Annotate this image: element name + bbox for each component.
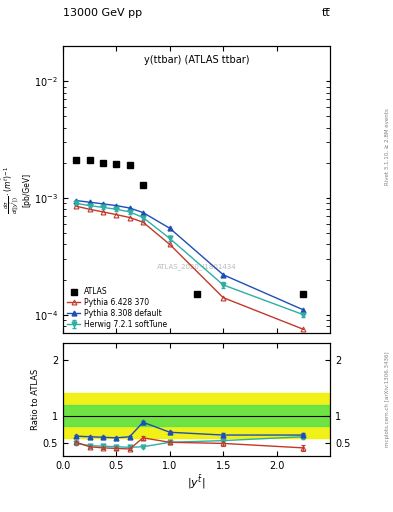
Pythia 8.308 default: [167, 225, 172, 231]
ATLAS: [74, 157, 79, 163]
Pythia 8.308 default: [141, 209, 145, 216]
Pythia 6.428 370: [114, 211, 119, 218]
Text: y(ttbar) (ATLAS ttbar): y(ttbar) (ATLAS ttbar): [144, 55, 249, 65]
ATLAS: [101, 160, 105, 166]
Pythia 6.428 370: [101, 209, 105, 215]
Pythia 8.308 default: [301, 307, 306, 313]
Y-axis label: $\frac{d\sigma}{d(|y^{\bar{t}}|)} \cdot (m^{\bar{t}})^{-1}$
[pb/GeV]: $\frac{d\sigma}{d(|y^{\bar{t}}|)} \cdot …: [0, 165, 31, 214]
Pythia 8.308 default: [114, 203, 119, 209]
Y-axis label: Ratio to ATLAS: Ratio to ATLAS: [31, 369, 40, 430]
Text: ATLAS_2020_I1801434: ATLAS_2020_I1801434: [157, 263, 236, 270]
Pythia 8.308 default: [127, 205, 132, 211]
Pythia 6.428 370: [221, 294, 226, 301]
Pythia 6.428 370: [167, 241, 172, 247]
Text: Rivet 3.1.10, ≥ 2.8M events: Rivet 3.1.10, ≥ 2.8M events: [385, 108, 389, 185]
Pythia 8.308 default: [101, 201, 105, 207]
Line: Pythia 8.308 default: Pythia 8.308 default: [74, 198, 306, 312]
Bar: [63, 406, 330, 425]
ATLAS: [194, 291, 199, 297]
Pythia 8.308 default: [74, 198, 79, 204]
Pythia 6.428 370: [87, 206, 92, 212]
Line: Pythia 6.428 370: Pythia 6.428 370: [74, 204, 306, 332]
Pythia 6.428 370: [301, 326, 306, 332]
Text: 13000 GeV pp: 13000 GeV pp: [63, 8, 142, 18]
ATLAS: [301, 291, 306, 297]
Legend: ATLAS, Pythia 6.428 370, Pythia 8.308 default, Herwig 7.2.1 softTune: ATLAS, Pythia 6.428 370, Pythia 8.308 de…: [65, 286, 168, 331]
ATLAS: [141, 182, 145, 188]
Text: tt̅: tt̅: [321, 8, 330, 18]
Pythia 8.308 default: [221, 272, 226, 278]
ATLAS: [127, 162, 132, 168]
Pythia 6.428 370: [141, 219, 145, 225]
Line: ATLAS: ATLAS: [73, 157, 307, 297]
X-axis label: $|y^{\bar{t}}{}|$: $|y^{\bar{t}}{}|$: [187, 473, 206, 491]
Pythia 8.308 default: [87, 199, 92, 205]
ATLAS: [114, 161, 119, 167]
Pythia 6.428 370: [74, 203, 79, 209]
ATLAS: [87, 157, 92, 163]
Pythia 6.428 370: [127, 215, 132, 221]
Bar: [63, 393, 330, 438]
Text: mcplots.cern.ch [arXiv:1306.3436]: mcplots.cern.ch [arXiv:1306.3436]: [385, 352, 389, 447]
